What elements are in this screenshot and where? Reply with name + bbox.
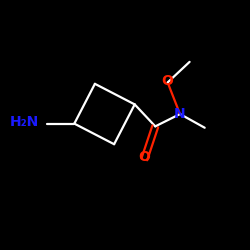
Text: N: N xyxy=(174,107,186,121)
Text: H₂N: H₂N xyxy=(10,115,39,129)
Text: O: O xyxy=(138,150,150,164)
Text: O: O xyxy=(162,74,173,88)
